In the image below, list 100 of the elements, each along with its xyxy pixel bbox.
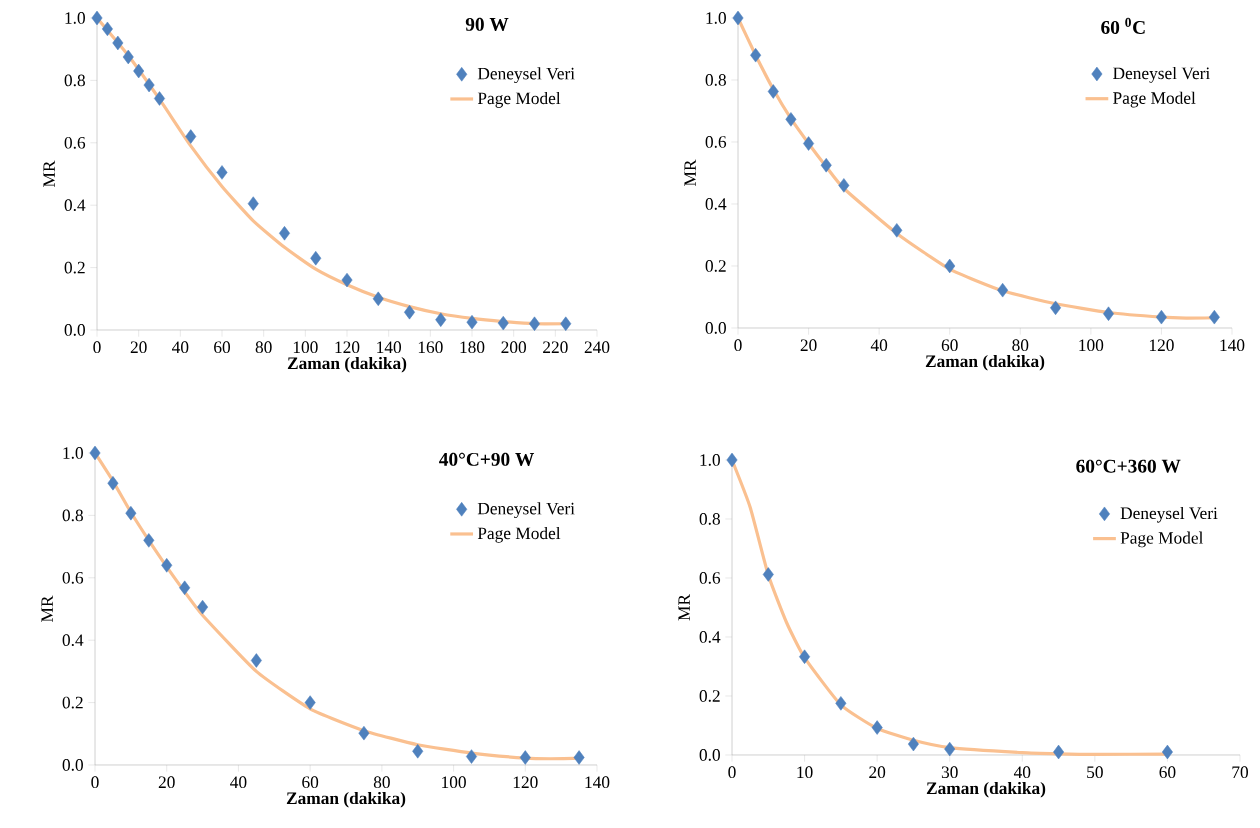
y-tick-label: 0.6 [705,136,727,148]
x-tick-label: 140 [585,776,610,789]
point [529,316,540,331]
point [1161,744,1173,760]
point [404,305,415,320]
point [250,653,262,668]
point [161,558,173,573]
point [89,445,101,461]
point [497,315,509,331]
x-tick-label: 20 [800,339,817,352]
point [762,567,774,582]
x-tick-label: 60 [302,776,319,789]
chart-title: 60°C+360 W [1076,459,1181,473]
chart-title: 60 $^{0}$C [1101,17,1145,34]
x-tick-label: 60 [941,339,958,352]
point [133,63,145,79]
x-tick-label: 80 [373,776,390,789]
point [891,223,903,238]
point [107,476,119,491]
x-tick-label: 60 [214,341,231,354]
point [803,136,815,151]
legend-label: Deneysel Veri [1120,506,1218,523]
x-axis-title: Zaman (dakika) [926,781,1046,798]
y-tick-label: 1.0 [700,454,720,466]
legend-label: Page Model [477,91,561,108]
legend-label: Deneysel Veri [477,502,575,519]
y-tick-label: 1.0 [706,12,726,24]
y-tick-label: 0.4 [705,198,727,210]
x-tick-label: 140 [377,341,402,354]
x-tick-label: 40 [172,341,189,354]
point [197,599,209,615]
point [1208,309,1220,325]
y-tick-label: 0.6 [64,136,86,149]
x-tick-label: 240 [584,341,610,354]
x-tick-label: 160 [418,341,443,354]
point [838,178,850,193]
y-tick-label: 0.2 [699,690,720,702]
point [122,49,134,65]
point [1155,309,1167,325]
point [179,580,191,595]
x-tick-label: 80 [1012,339,1029,352]
point [732,10,744,26]
y-tick-label: 0.8 [64,74,85,87]
chart-title: 40°C+90 W [439,452,535,466]
x-axis-title: Zaman (dakika) [287,356,407,373]
point [785,112,797,127]
x-tick-label: 120 [1149,339,1174,352]
y-axis-title: MR [43,160,55,187]
y-tick-label: 0.2 [62,696,83,709]
y-axis-title: MR [684,159,696,186]
y-tick-label: 0.6 [62,571,84,584]
x-tick-label: 0 [91,776,99,789]
y-tick-label: 0.4 [699,631,721,643]
point [185,129,197,144]
x-tick-label: 120 [335,341,360,354]
point [143,533,155,548]
x-tick-label: 60 [1159,766,1176,779]
legend-label: Page Model [477,526,561,543]
point [726,452,738,468]
y-tick-label: 1.0 [63,447,83,459]
x-tick-label: 30 [941,766,958,779]
x-tick-label: 40 [1013,766,1031,779]
x-tick-label: 0 [728,766,736,779]
point [944,741,956,757]
point [372,291,384,306]
x-axis-title: Zaman (dakika) [286,791,406,808]
point [466,314,478,330]
x-tick-label: 20 [158,776,175,789]
point [944,258,956,274]
point [279,226,290,241]
chart-title: 90 W [465,17,509,31]
y-tick-label: 0.2 [705,260,726,272]
y-axis-title: MR [678,594,690,621]
x-tick-label: 70 [1232,766,1249,779]
point [125,506,137,521]
y-tick-label: 0.0 [705,322,726,334]
x-tick-label: 140 [1220,339,1245,352]
x-tick-label: 80 [255,341,272,354]
legend-label: Deneysel Veri [477,67,575,84]
y-tick-label: 1.0 [65,12,85,24]
x-tick-label: 50 [1087,766,1103,779]
legend-label: Page Model [1120,531,1204,548]
x-tick-label: 0 [93,341,101,354]
legend-label: Page Model [1113,91,1196,108]
point [820,158,832,173]
y-tick-label: 0.0 [62,759,83,771]
point [466,749,477,764]
point [112,35,124,51]
point [767,84,779,99]
point [997,282,1009,298]
x-tick-label: 100 [442,776,466,789]
point [907,736,919,752]
y-tick-label: 0.0 [699,749,720,761]
point [304,695,316,710]
point [412,744,424,759]
point [91,10,103,26]
y-tick-label: 0.8 [705,74,726,86]
legend-label: Deneysel Veri [1113,66,1210,83]
point [154,91,165,106]
y-tick-label: 0.0 [64,324,85,336]
